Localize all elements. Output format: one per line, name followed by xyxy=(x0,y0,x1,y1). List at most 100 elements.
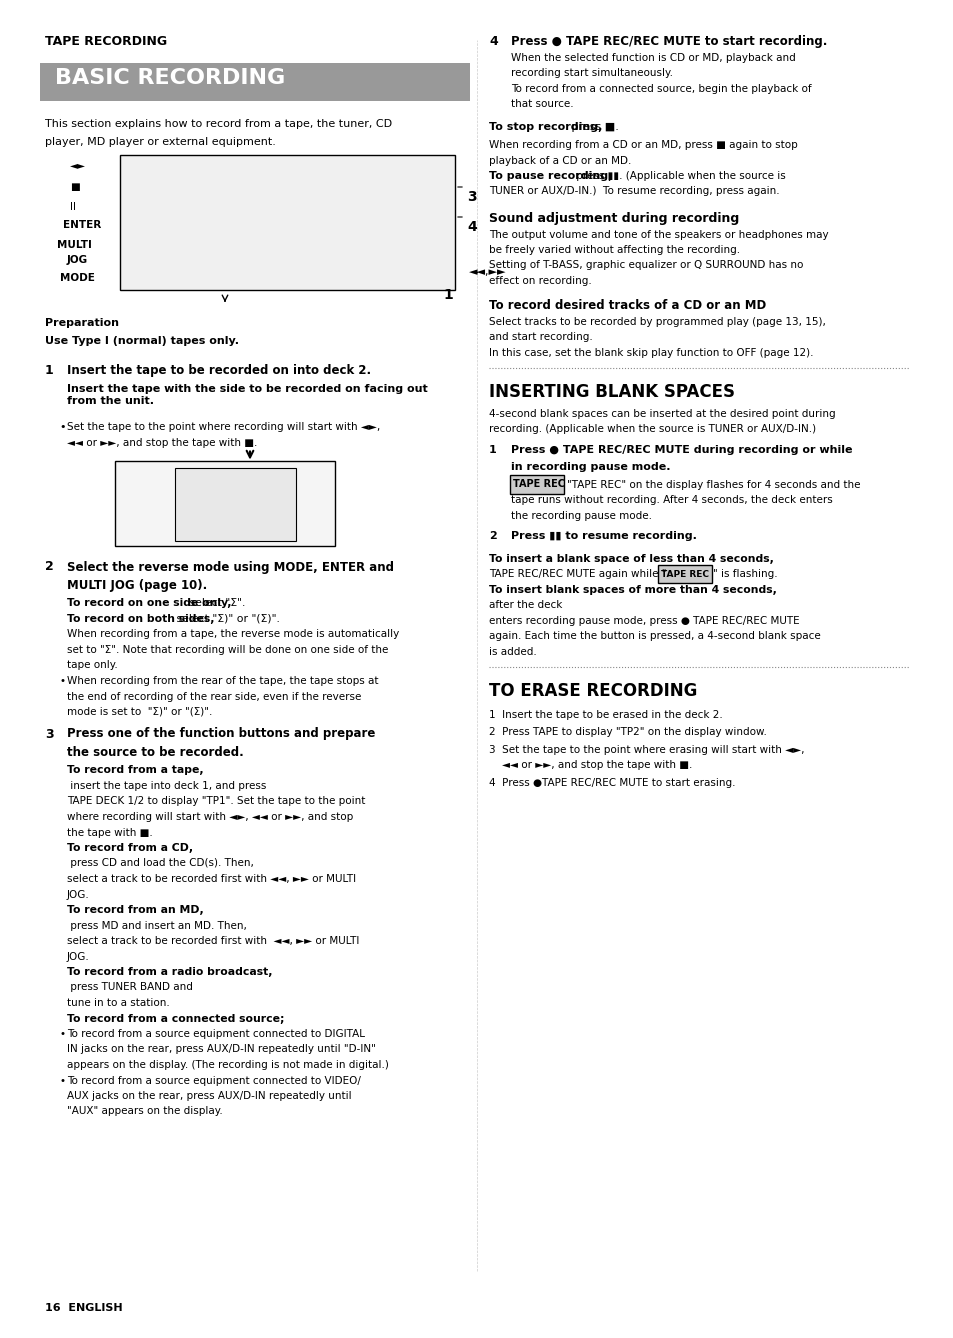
Text: Preparation: Preparation xyxy=(45,318,119,328)
Text: MODE: MODE xyxy=(60,273,94,284)
Text: press TUNER BAND and: press TUNER BAND and xyxy=(67,982,193,993)
Text: When recording from the rear of the tape, the tape stops at: When recording from the rear of the tape… xyxy=(67,676,378,686)
Text: Set the tape to the point where recording will start with ◄►,: Set the tape to the point where recordin… xyxy=(67,421,380,432)
Text: To record from an MD,: To record from an MD, xyxy=(67,904,204,915)
Text: the source to be recorded.: the source to be recorded. xyxy=(67,745,244,759)
Text: JOG.: JOG. xyxy=(67,951,90,962)
Text: recording start simultaneously.: recording start simultaneously. xyxy=(511,68,672,78)
Text: MULTI: MULTI xyxy=(57,240,91,250)
Text: the recording pause mode.: the recording pause mode. xyxy=(511,511,651,520)
Text: •: • xyxy=(59,1029,65,1040)
Text: 2: 2 xyxy=(45,561,53,574)
Text: To record on both sides,: To record on both sides, xyxy=(67,614,214,624)
Text: Select the reverse mode using MODE, ENTER and: Select the reverse mode using MODE, ENTE… xyxy=(67,561,394,574)
Text: To record from a CD,: To record from a CD, xyxy=(67,843,193,854)
Text: To record from a tape,: To record from a tape, xyxy=(67,765,203,776)
Text: Press ● TAPE REC/REC MUTE to start recording.: Press ● TAPE REC/REC MUTE to start recor… xyxy=(511,35,826,48)
Text: press CD and load the CD(s). Then,: press CD and load the CD(s). Then, xyxy=(67,859,253,868)
Text: 4  Press ●TAPE REC/REC MUTE to start erasing.: 4 Press ●TAPE REC/REC MUTE to start eras… xyxy=(489,777,735,788)
Text: TO ERASE RECORDING: TO ERASE RECORDING xyxy=(489,682,697,701)
Text: Press one of the function buttons and prepare: Press one of the function buttons and pr… xyxy=(67,728,375,740)
Text: after the deck: after the deck xyxy=(489,601,561,610)
Text: insert the tape into deck 1, and press: insert the tape into deck 1, and press xyxy=(67,781,266,791)
Text: select a track to be recorded first with ◄◄, ►► or MULTI: select a track to be recorded first with… xyxy=(67,874,355,884)
Text: TUNER or AUX/D-IN.)  To resume recording, press again.: TUNER or AUX/D-IN.) To resume recording,… xyxy=(489,186,779,197)
Text: 2  Press TAPE to display "TP2" on the display window.: 2 Press TAPE to display "TP2" on the dis… xyxy=(489,728,766,737)
Text: ◄◄ or ►►, and stop the tape with ■.: ◄◄ or ►►, and stop the tape with ■. xyxy=(489,760,692,771)
Text: JOG.: JOG. xyxy=(67,890,90,899)
Text: 3: 3 xyxy=(467,190,476,203)
Text: select a track to be recorded first with  ◄◄, ►► or MULTI: select a track to be recorded first with… xyxy=(67,937,359,946)
Text: 2: 2 xyxy=(489,531,497,542)
Text: tape only.: tape only. xyxy=(67,661,117,670)
Text: tape runs without recording. After 4 seconds, the deck enters: tape runs without recording. After 4 sec… xyxy=(511,495,832,506)
Text: press MD and insert an MD. Then,: press MD and insert an MD. Then, xyxy=(67,921,247,930)
Text: •: • xyxy=(59,676,65,686)
Text: Insert the tape to be recorded on into deck 2.: Insert the tape to be recorded on into d… xyxy=(67,364,371,377)
Text: To stop recording,: To stop recording, xyxy=(489,123,601,132)
Text: " is flashing.: " is flashing. xyxy=(712,570,777,579)
Text: appears on the display. (The recording is not made in digital.): appears on the display. (The recording i… xyxy=(67,1060,389,1070)
Text: select "Σ".: select "Σ". xyxy=(186,598,245,609)
Text: The output volume and tone of the speakers or headphones may: The output volume and tone of the speake… xyxy=(489,230,828,240)
Text: To insert a blank space of less than 4 seconds,: To insert a blank space of less than 4 s… xyxy=(489,554,773,565)
Text: 1: 1 xyxy=(45,364,53,377)
Text: INSERTING BLANK SPACES: INSERTING BLANK SPACES xyxy=(489,384,734,401)
Bar xyxy=(120,155,455,290)
Text: •: • xyxy=(59,1076,65,1085)
FancyBboxPatch shape xyxy=(40,63,470,100)
Text: JOG: JOG xyxy=(67,256,88,265)
Text: 1: 1 xyxy=(442,288,453,302)
Text: 3  Set the tape to the point where erasing will start with ◄►,: 3 Set the tape to the point where erasin… xyxy=(489,745,803,755)
Text: select "Σ)" or "(Σ)".: select "Σ)" or "(Σ)". xyxy=(172,614,279,624)
Text: To record desired tracks of a CD or an MD: To record desired tracks of a CD or an M… xyxy=(489,300,765,313)
Text: This section explains how to record from a tape, the tuner, CD: This section explains how to record from… xyxy=(45,119,392,128)
Text: When recording from a tape, the reverse mode is automatically: When recording from a tape, the reverse … xyxy=(67,629,399,640)
Text: AUX jacks on the rear, press AUX/D-IN repeatedly until: AUX jacks on the rear, press AUX/D-IN re… xyxy=(67,1090,352,1101)
Text: recording. (Applicable when the source is TUNER or AUX/D-IN.): recording. (Applicable when the source i… xyxy=(489,424,815,435)
Text: "AUX" appears on the display.: "AUX" appears on the display. xyxy=(67,1107,222,1116)
Text: the end of recording of the rear side, even if the reverse: the end of recording of the rear side, e… xyxy=(67,692,361,701)
Text: TAPE REC: TAPE REC xyxy=(513,479,564,488)
Text: To record from a radio broadcast,: To record from a radio broadcast, xyxy=(67,967,273,977)
Text: and start recording.: and start recording. xyxy=(489,333,592,343)
Text: Use Type I (normal) tapes only.: Use Type I (normal) tapes only. xyxy=(45,336,239,347)
Bar xyxy=(115,460,335,546)
Text: IN jacks on the rear, press AUX/D-IN repeatedly until "D-IN": IN jacks on the rear, press AUX/D-IN rep… xyxy=(67,1045,375,1054)
Text: ■: ■ xyxy=(70,182,80,191)
Text: mode is set to  "Σ)" or "(Σ)".: mode is set to "Σ)" or "(Σ)". xyxy=(67,706,213,717)
Text: playback of a CD or an MD.: playback of a CD or an MD. xyxy=(489,155,631,166)
Text: press ▮▮. (Applicable when the source is: press ▮▮. (Applicable when the source is xyxy=(572,171,784,181)
Text: Sound adjustment during recording: Sound adjustment during recording xyxy=(489,211,739,225)
Text: To record from a connected source;: To record from a connected source; xyxy=(67,1013,284,1024)
Text: tune in to a station.: tune in to a station. xyxy=(67,998,170,1008)
Text: 1: 1 xyxy=(489,446,497,455)
Text: To record from a source equipment connected to VIDEO/: To record from a source equipment connec… xyxy=(67,1076,360,1085)
Text: When the selected function is CD or MD, playback and: When the selected function is CD or MD, … xyxy=(511,52,795,63)
FancyBboxPatch shape xyxy=(658,566,711,583)
Text: To record on one side only,: To record on one side only, xyxy=(67,598,232,609)
Text: 16  ENGLISH: 16 ENGLISH xyxy=(45,1303,123,1313)
Text: set to "Σ". Note that recording will be done on one side of the: set to "Σ". Note that recording will be … xyxy=(67,645,388,656)
Text: where recording will start with ◄►, ◄◄ or ►►, and stop: where recording will start with ◄►, ◄◄ o… xyxy=(67,812,353,822)
Text: the tape with ■.: the tape with ■. xyxy=(67,827,152,838)
Text: TAPE DECK 1/2 to display "TP1". Set the tape to the point: TAPE DECK 1/2 to display "TP1". Set the … xyxy=(67,796,365,807)
Text: ◄►: ◄► xyxy=(70,161,86,170)
Text: be freely varied without affecting the recording.: be freely varied without affecting the r… xyxy=(489,245,740,256)
Text: MULTI JOG (page 10).: MULTI JOG (page 10). xyxy=(67,578,207,591)
Text: BASIC RECORDING: BASIC RECORDING xyxy=(55,68,285,88)
Text: To record from a connected source, begin the playback of: To record from a connected source, begin… xyxy=(511,83,811,94)
Text: Press ● TAPE REC/REC MUTE during recording or while: Press ● TAPE REC/REC MUTE during recordi… xyxy=(511,446,852,455)
Text: Insert the tape with the side to be recorded on facing out
from the unit.: Insert the tape with the side to be reco… xyxy=(67,384,427,405)
Text: TAPE RECORDING: TAPE RECORDING xyxy=(45,35,167,48)
Text: Press ▮▮ to resume recording.: Press ▮▮ to resume recording. xyxy=(511,531,696,542)
Text: Setting of T-BASS, graphic equalizer or Q SURROUND has no: Setting of T-BASS, graphic equalizer or … xyxy=(489,261,802,270)
Text: effect on recording.: effect on recording. xyxy=(489,276,591,286)
Text: "TAPE REC" on the display flashes for 4 seconds and the: "TAPE REC" on the display flashes for 4 … xyxy=(566,480,860,490)
Text: enters recording pause mode, press ● TAPE REC/REC MUTE: enters recording pause mode, press ● TAP… xyxy=(489,615,799,626)
Text: 4: 4 xyxy=(489,35,497,48)
Text: To insert blank spaces of more than 4 seconds,: To insert blank spaces of more than 4 se… xyxy=(489,585,776,595)
Text: 4: 4 xyxy=(467,219,476,234)
Text: ◄◄,►►: ◄◄,►► xyxy=(469,268,506,277)
Text: Select tracks to be recorded by programmed play (page 13, 15),: Select tracks to be recorded by programm… xyxy=(489,317,825,326)
